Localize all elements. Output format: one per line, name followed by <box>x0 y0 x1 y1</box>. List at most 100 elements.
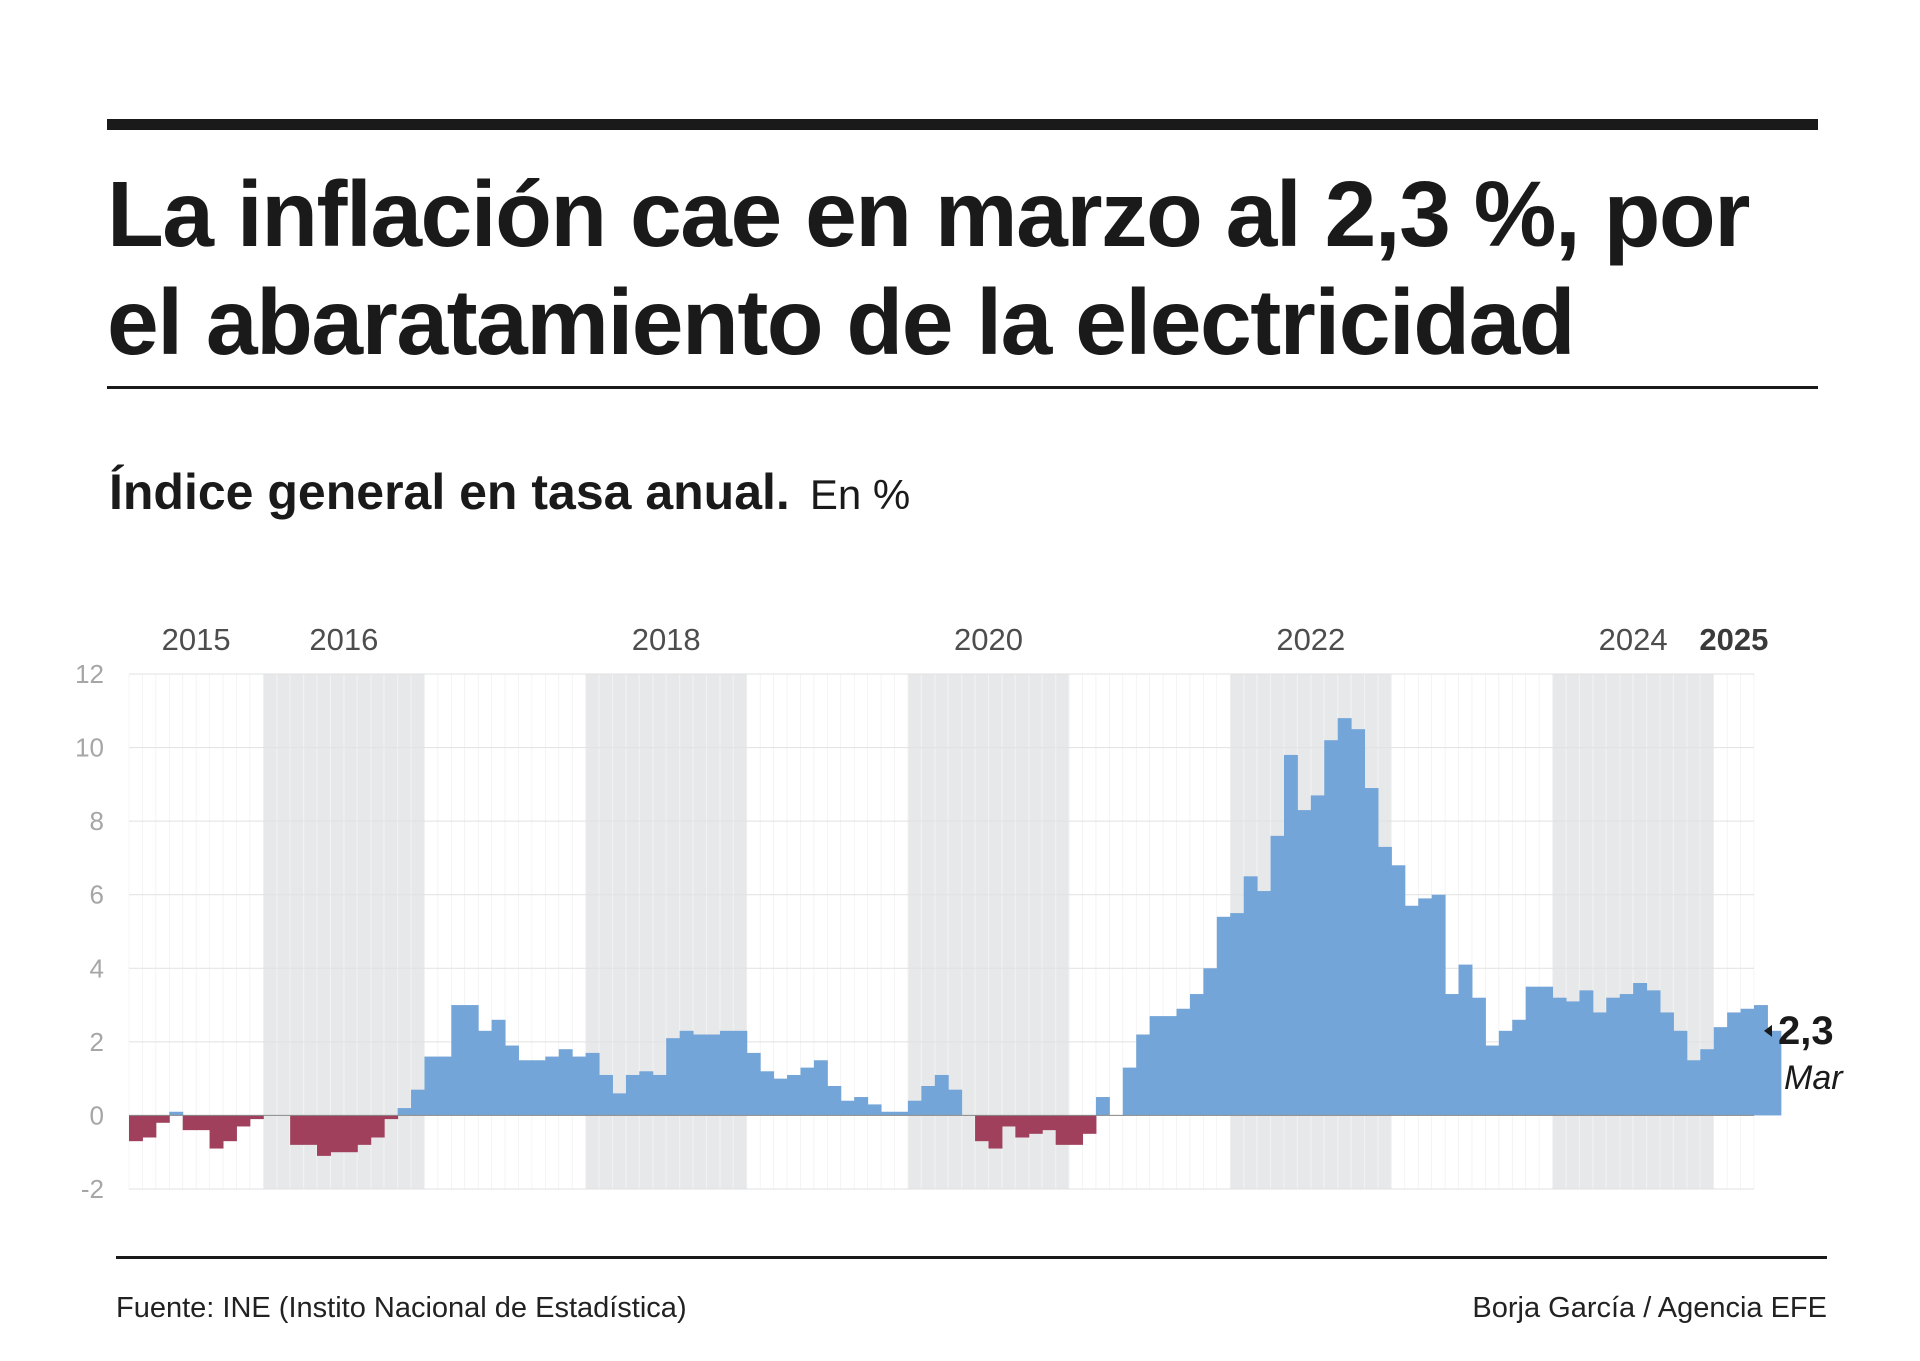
bar <box>1176 1008 1191 1116</box>
bar <box>1633 983 1648 1116</box>
bar <box>1539 986 1554 1116</box>
y-tick-label: 10 <box>75 733 104 763</box>
bar <box>907 1100 922 1116</box>
bar <box>1243 876 1258 1116</box>
bar <box>1216 916 1231 1116</box>
bar <box>921 1086 936 1116</box>
bar <box>317 1115 331 1156</box>
bar <box>679 1030 694 1116</box>
bar <box>612 1093 627 1116</box>
bar <box>196 1115 211 1131</box>
bar <box>1069 1115 1084 1145</box>
bar <box>384 1115 399 1120</box>
y-tick-label: 8 <box>90 806 104 836</box>
chart-subtitle: Índice general en tasa anual. En % <box>109 462 910 525</box>
bar <box>209 1115 224 1149</box>
bar <box>1673 1030 1688 1116</box>
bar <box>1565 1001 1580 1116</box>
bar <box>1659 1012 1674 1116</box>
bar <box>1713 1027 1728 1116</box>
bar <box>1418 898 1433 1116</box>
bar <box>1740 1008 1755 1116</box>
bar <box>370 1115 385 1138</box>
bar <box>129 1115 143 1142</box>
pointer-icon <box>1764 1024 1772 1037</box>
bar <box>719 1030 734 1116</box>
year-label-2024: 2024 <box>1599 622 1668 657</box>
bar <box>1512 1019 1527 1116</box>
bar <box>1028 1115 1043 1134</box>
bar <box>572 1056 587 1116</box>
bar <box>827 1086 842 1116</box>
title-line-1: La inflación cae en marzo al 2,3 %, por <box>107 162 1750 266</box>
bar <box>733 1030 748 1116</box>
bar <box>1525 986 1540 1116</box>
bar <box>1404 905 1419 1116</box>
bar <box>411 1089 425 1116</box>
year-label-2018: 2018 <box>632 622 701 657</box>
bar <box>1754 1005 1768 1116</box>
bar <box>1324 740 1339 1116</box>
bar <box>451 1005 466 1116</box>
year-label-2020: 2020 <box>954 622 1023 657</box>
year-label-2022: 2022 <box>1276 622 1345 657</box>
bar <box>1257 891 1272 1116</box>
bar <box>1310 795 1325 1116</box>
year-labels: 2015 2016 2018 2020 2022 2024 2025 <box>162 622 1769 657</box>
bar <box>934 1074 949 1116</box>
bar <box>1270 835 1285 1116</box>
year-label-2016: 2016 <box>309 622 378 657</box>
bar <box>155 1115 170 1123</box>
bar <box>1767 1030 1782 1116</box>
last-month-label: Mar <box>1784 1059 1844 1097</box>
subtitle-text: Índice general en tasa anual. <box>109 464 790 520</box>
bar <box>343 1115 358 1153</box>
bar <box>813 1060 828 1116</box>
bar <box>223 1115 237 1142</box>
source-note: Fuente: INE (Instito Nacional de Estadís… <box>116 1292 687 1324</box>
bar <box>975 1115 990 1142</box>
bar <box>1458 964 1473 1116</box>
bar <box>988 1115 1003 1149</box>
bar <box>840 1100 855 1116</box>
bar <box>545 1056 560 1116</box>
bar <box>1471 997 1486 1116</box>
bottom-rule <box>116 1256 1827 1259</box>
bar <box>1619 994 1634 1116</box>
bar <box>1445 994 1460 1116</box>
bar <box>464 1005 479 1116</box>
bar <box>1606 997 1621 1116</box>
bar <box>1485 1045 1500 1116</box>
title-line-2: el abaratamiento de la electricidad <box>107 270 1576 374</box>
bar <box>1592 1012 1607 1116</box>
bar <box>1431 894 1446 1116</box>
bar <box>1122 1067 1137 1116</box>
bar <box>585 1052 600 1116</box>
bar <box>491 1019 506 1116</box>
bar <box>1579 990 1594 1116</box>
bar <box>1042 1115 1057 1131</box>
y-tick-label: 0 <box>90 1100 104 1130</box>
bar <box>1095 1097 1110 1116</box>
bar <box>1337 718 1352 1116</box>
inflation-chart: 12 10 8 6 4 2 0 -2 2015 2016 2018 2020 2022 2024 2025… <box>75 622 1844 1204</box>
bar <box>1727 1012 1742 1116</box>
bar <box>1552 997 1567 1116</box>
bar <box>558 1049 573 1116</box>
bar <box>787 1074 801 1116</box>
unit-label: En % <box>809 471 911 518</box>
bar <box>424 1056 439 1116</box>
last-value-label: 2,3 <box>1778 1009 1834 1053</box>
bar <box>330 1115 345 1153</box>
bars <box>129 718 1782 1156</box>
bar <box>652 1074 667 1116</box>
bar <box>182 1115 197 1131</box>
bar <box>1189 994 1204 1116</box>
y-tick-label: -2 <box>81 1174 104 1204</box>
bar <box>397 1108 412 1116</box>
bar <box>1283 754 1298 1116</box>
bar <box>773 1078 788 1116</box>
bar <box>1001 1115 1016 1127</box>
bar <box>599 1074 613 1116</box>
bar <box>169 1111 184 1116</box>
